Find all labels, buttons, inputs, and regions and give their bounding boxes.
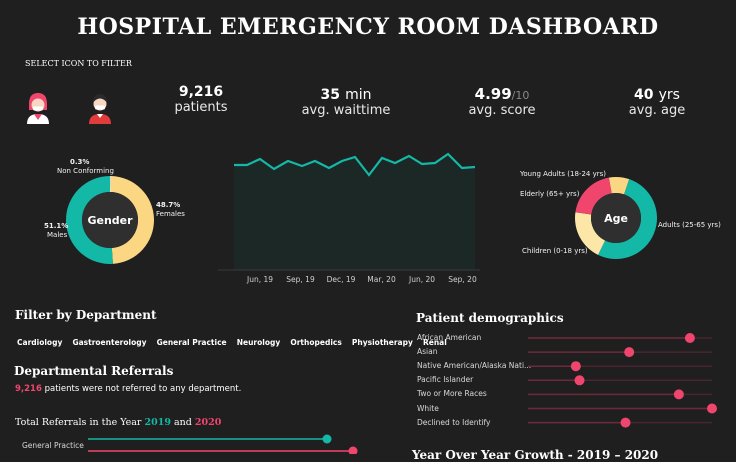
kpi-wait-value: 35	[320, 87, 340, 103]
dept-gastroenterology[interactable]: Gastroenterology	[72, 338, 147, 347]
department-filter-list: Cardiology Gastroenterology General Prac…	[17, 330, 452, 349]
gender-donut[interactable]: Gender	[62, 172, 158, 268]
dept-orthopedics[interactable]: Orthopedics	[290, 338, 342, 347]
trend-line	[234, 152, 476, 177]
demographics-row-label: Declined to Identify	[417, 417, 491, 427]
age-children-label: Children (0-18 yrs)	[522, 247, 588, 255]
total-referrals-year-b: 2020	[194, 417, 222, 428]
kpi-score-suffix: /10	[511, 89, 530, 102]
kpi-score-value: 4.99	[474, 85, 512, 103]
age-young-adults-label: Young Adults (18-24 yrs)	[520, 170, 606, 178]
kpi-score: 4.99/10 avg. score	[452, 84, 552, 118]
demographics-lollipop-chart[interactable]	[526, 330, 726, 430]
demographics-row-dot[interactable]	[684, 333, 695, 343]
male-patient-icon[interactable]	[86, 90, 114, 124]
patient-trend-chart[interactable]: Jun, 19 Sep, 19 Dec, 19 Mar, 20 Jun, 20 Sep, …	[210, 148, 490, 288]
department-filter-title: Filter by Department	[15, 308, 157, 322]
gender-slice-2[interactable]	[66, 176, 113, 264]
gender-slice-1[interactable]	[110, 176, 154, 264]
trend-tick-label: Jun, 20	[408, 275, 435, 284]
referrals-summary: 9,216 patients were not referred to any …	[15, 384, 241, 394]
age-donut-center	[591, 193, 641, 243]
filter-hint: SELECT ICON TO FILTER	[25, 59, 132, 68]
demographics-row-label: African American	[417, 333, 482, 342]
gender-males-label: Males	[47, 231, 68, 239]
age-slice-2[interactable]	[575, 212, 606, 255]
demographics-row-label: Pacific Islander	[417, 375, 474, 385]
kpi-age-label: avg. age	[628, 103, 686, 118]
age-center-label: Age	[604, 212, 628, 225]
age-slice-1[interactable]	[598, 179, 658, 259]
gender-males-pct: 51.1%	[44, 222, 69, 230]
trend-tick-label: Sep, 20	[448, 275, 477, 284]
yoy-growth-title: Year Over Year Growth - 2019 – 2020	[412, 448, 659, 462]
gender-slice-0[interactable]	[110, 176, 111, 193]
demographics-row-dot[interactable]	[620, 417, 631, 428]
demographics-row-dot[interactable]	[624, 347, 635, 358]
female-patient-icon[interactable]	[24, 90, 52, 124]
dept-renal[interactable]: Renal	[422, 338, 447, 347]
trend-area	[234, 154, 475, 270]
kpi-patients-label: patients	[174, 100, 228, 115]
referral-dot-2020[interactable]	[348, 446, 358, 455]
kpi-wait: 35 min avg. waittime	[286, 84, 406, 118]
gender-nonconforming-pct: 0.3%	[70, 158, 90, 166]
trend-tick-label: Dec, 19	[327, 275, 356, 284]
trend-tick-label: Jun, 19	[246, 275, 273, 284]
demographics-row-label: White	[417, 403, 439, 413]
referral-row-bars	[88, 434, 358, 455]
total-referrals-prefix: Total Referrals in the Year	[15, 417, 142, 428]
demographics-row-dot[interactable]	[574, 375, 585, 386]
dept-neurology[interactable]: Neurology	[236, 338, 281, 347]
kpi-wait-unit: min	[345, 87, 372, 103]
demographics-title: Patient demographics	[416, 311, 564, 325]
referrals-count: 9,216	[15, 384, 42, 394]
demographics-row-dot[interactable]	[673, 389, 684, 400]
total-referrals-and: and	[174, 417, 192, 428]
age-elderly-label: Elderly (65+ yrs)	[520, 190, 580, 198]
dept-cardiology[interactable]: Cardiology	[17, 338, 63, 347]
demographics-row-dot[interactable]	[707, 403, 717, 414]
demographics-row-label: Two or More Races	[417, 389, 487, 399]
trend-tick-label: Sep, 19	[286, 275, 315, 284]
age-slice-0[interactable]	[608, 177, 630, 195]
gender-donut-center	[82, 192, 138, 248]
kpi-age: 40 yrs avg. age	[607, 84, 707, 118]
kpi-score-label: avg. score	[468, 103, 536, 118]
kpi-patients-value: 9,216	[178, 84, 224, 100]
gender-females-label: Females	[156, 210, 185, 218]
total-referrals-title: Total Referrals in the Year 2019 and 202…	[15, 417, 221, 428]
page-title: HOSPITAL EMERGENCY ROOM DASHBOARD	[77, 14, 659, 40]
demographics-row-label: Native American/Alaska Nati...	[417, 361, 532, 371]
referrals-text: patients were not referred to any depart…	[44, 384, 242, 394]
dept-general-practice[interactable]: General Practice	[156, 338, 227, 347]
referral-dot-2019[interactable]	[322, 434, 332, 444]
age-adults-label: Adults (25-65 yrs)	[658, 221, 721, 229]
gender-center-label: Gender	[87, 214, 133, 227]
dept-physiotherapy[interactable]: Physiotherapy	[351, 338, 413, 347]
gender-nonconforming-label: Non Conforming	[57, 167, 114, 175]
total-referrals-year-a: 2019	[144, 417, 171, 428]
kpi-patients: 9,216 patients	[151, 84, 251, 115]
kpi-wait-label: avg. waittime	[301, 103, 391, 118]
referrals-title: Departmental Referrals	[14, 364, 174, 378]
referral-row-label: General Practice	[22, 441, 84, 450]
demographics-row-dot[interactable]	[570, 361, 581, 372]
age-slice-3[interactable]	[575, 177, 612, 215]
age-donut[interactable]: Age	[574, 176, 658, 260]
demographics-row-label: Asian	[417, 347, 438, 357]
kpi-age-value: 40	[634, 87, 654, 103]
kpi-age-unit: yrs	[658, 87, 680, 103]
trend-tick-label: Mar, 20	[367, 275, 396, 284]
gender-females-pct: 48.7%	[156, 201, 181, 209]
